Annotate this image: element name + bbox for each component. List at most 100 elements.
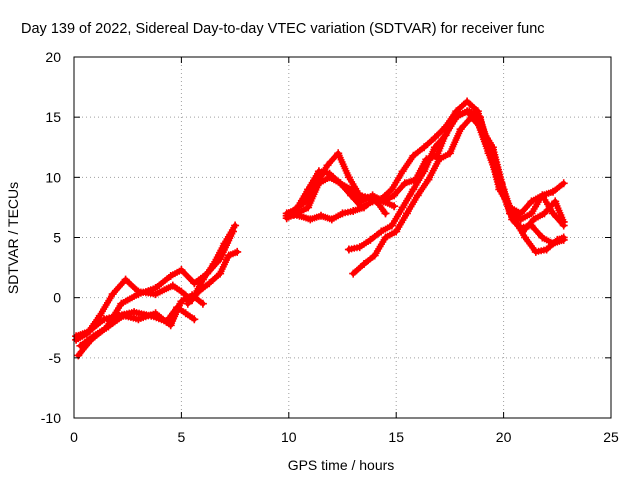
data-point <box>317 211 325 220</box>
data-point <box>121 275 130 284</box>
y-axis-label: SDTVAR / TECUs <box>5 182 21 294</box>
data-point <box>549 187 557 196</box>
data-point <box>336 179 345 188</box>
data-point <box>452 113 461 122</box>
data-point <box>400 179 409 188</box>
axis-ticks: 0 5 10 15 20 25 -10 -5 0 5 10 15 20 <box>41 49 619 445</box>
data-point <box>521 233 530 242</box>
data-point <box>349 269 358 278</box>
data-point <box>551 197 560 206</box>
data-point <box>488 143 497 152</box>
data-point <box>334 149 343 158</box>
y-tick-label: 5 <box>53 230 61 246</box>
chart-title: Day 139 of 2022, Sidereal Day-to-day VTE… <box>21 21 545 37</box>
data-point <box>506 203 514 212</box>
data-point <box>190 279 199 288</box>
data-point <box>478 125 487 134</box>
data-point <box>424 175 433 184</box>
grid-lines <box>74 57 611 418</box>
data-point <box>284 210 293 219</box>
data-point <box>420 143 429 152</box>
data-point <box>531 247 540 256</box>
data-point <box>355 243 364 252</box>
y-tick-label: 20 <box>45 49 61 65</box>
data-point <box>360 260 368 268</box>
data-point <box>402 209 411 218</box>
data-point <box>306 215 315 224</box>
data-point <box>119 311 128 320</box>
series-track-11 <box>349 113 568 278</box>
data-point <box>387 185 396 194</box>
data-point <box>392 227 401 236</box>
data-point <box>85 327 93 336</box>
data-point <box>327 215 336 224</box>
data-point <box>151 309 160 318</box>
data-point <box>390 191 399 200</box>
data-point <box>377 227 386 236</box>
data-point <box>390 202 399 211</box>
data-point <box>233 247 242 256</box>
data-point <box>104 322 113 331</box>
x-axis-label: GPS time / hours <box>288 457 395 473</box>
data-point <box>76 341 85 350</box>
data-point <box>516 215 525 224</box>
data-point <box>559 221 568 230</box>
y-tick-label: 0 <box>53 290 61 306</box>
data-point <box>360 203 368 212</box>
data-point <box>183 299 192 308</box>
data-point <box>398 203 407 212</box>
data-point <box>430 143 439 152</box>
data-point <box>216 255 225 264</box>
series-track-12 <box>506 191 568 230</box>
data-point <box>108 290 117 299</box>
data-point <box>527 221 536 230</box>
data-point <box>409 185 418 194</box>
y-tick-label: -5 <box>49 350 62 366</box>
data-point <box>314 179 323 188</box>
data-point <box>559 233 568 242</box>
data-point <box>370 195 379 203</box>
series-track-10 <box>344 107 568 254</box>
data-point <box>553 235 562 244</box>
data-point <box>347 191 356 200</box>
data-point <box>538 233 547 242</box>
x-tick-label: 0 <box>70 429 78 445</box>
data-point <box>177 287 186 296</box>
data-point <box>314 167 323 176</box>
data-point <box>203 269 212 278</box>
data-point <box>456 125 465 134</box>
data-point <box>100 315 109 324</box>
data-point <box>381 233 390 242</box>
data-point <box>499 185 508 194</box>
data-point <box>231 221 240 230</box>
data-point <box>559 179 568 188</box>
data-point <box>304 185 313 194</box>
data-point <box>379 197 388 206</box>
data-point <box>344 173 353 182</box>
data-point <box>95 311 104 320</box>
data-point <box>205 279 214 288</box>
data-point <box>349 207 358 215</box>
data-point <box>89 332 98 341</box>
x-tick-label: 20 <box>496 429 512 445</box>
data-point <box>151 284 160 292</box>
data-point <box>177 297 186 306</box>
data-point <box>476 113 484 122</box>
data-point <box>484 149 493 158</box>
y-tick-label: -10 <box>41 410 61 426</box>
data-point <box>529 215 538 224</box>
data-point <box>134 290 143 299</box>
x-tick-label: 5 <box>178 429 186 445</box>
data-point <box>381 209 390 218</box>
data-point <box>166 321 175 330</box>
data-point <box>224 251 233 260</box>
data-point <box>338 209 347 218</box>
data-point <box>467 113 476 122</box>
data-point <box>398 167 407 176</box>
data-point <box>366 235 375 244</box>
data-point <box>538 191 547 200</box>
data-point <box>430 133 439 142</box>
data-point <box>168 281 177 290</box>
